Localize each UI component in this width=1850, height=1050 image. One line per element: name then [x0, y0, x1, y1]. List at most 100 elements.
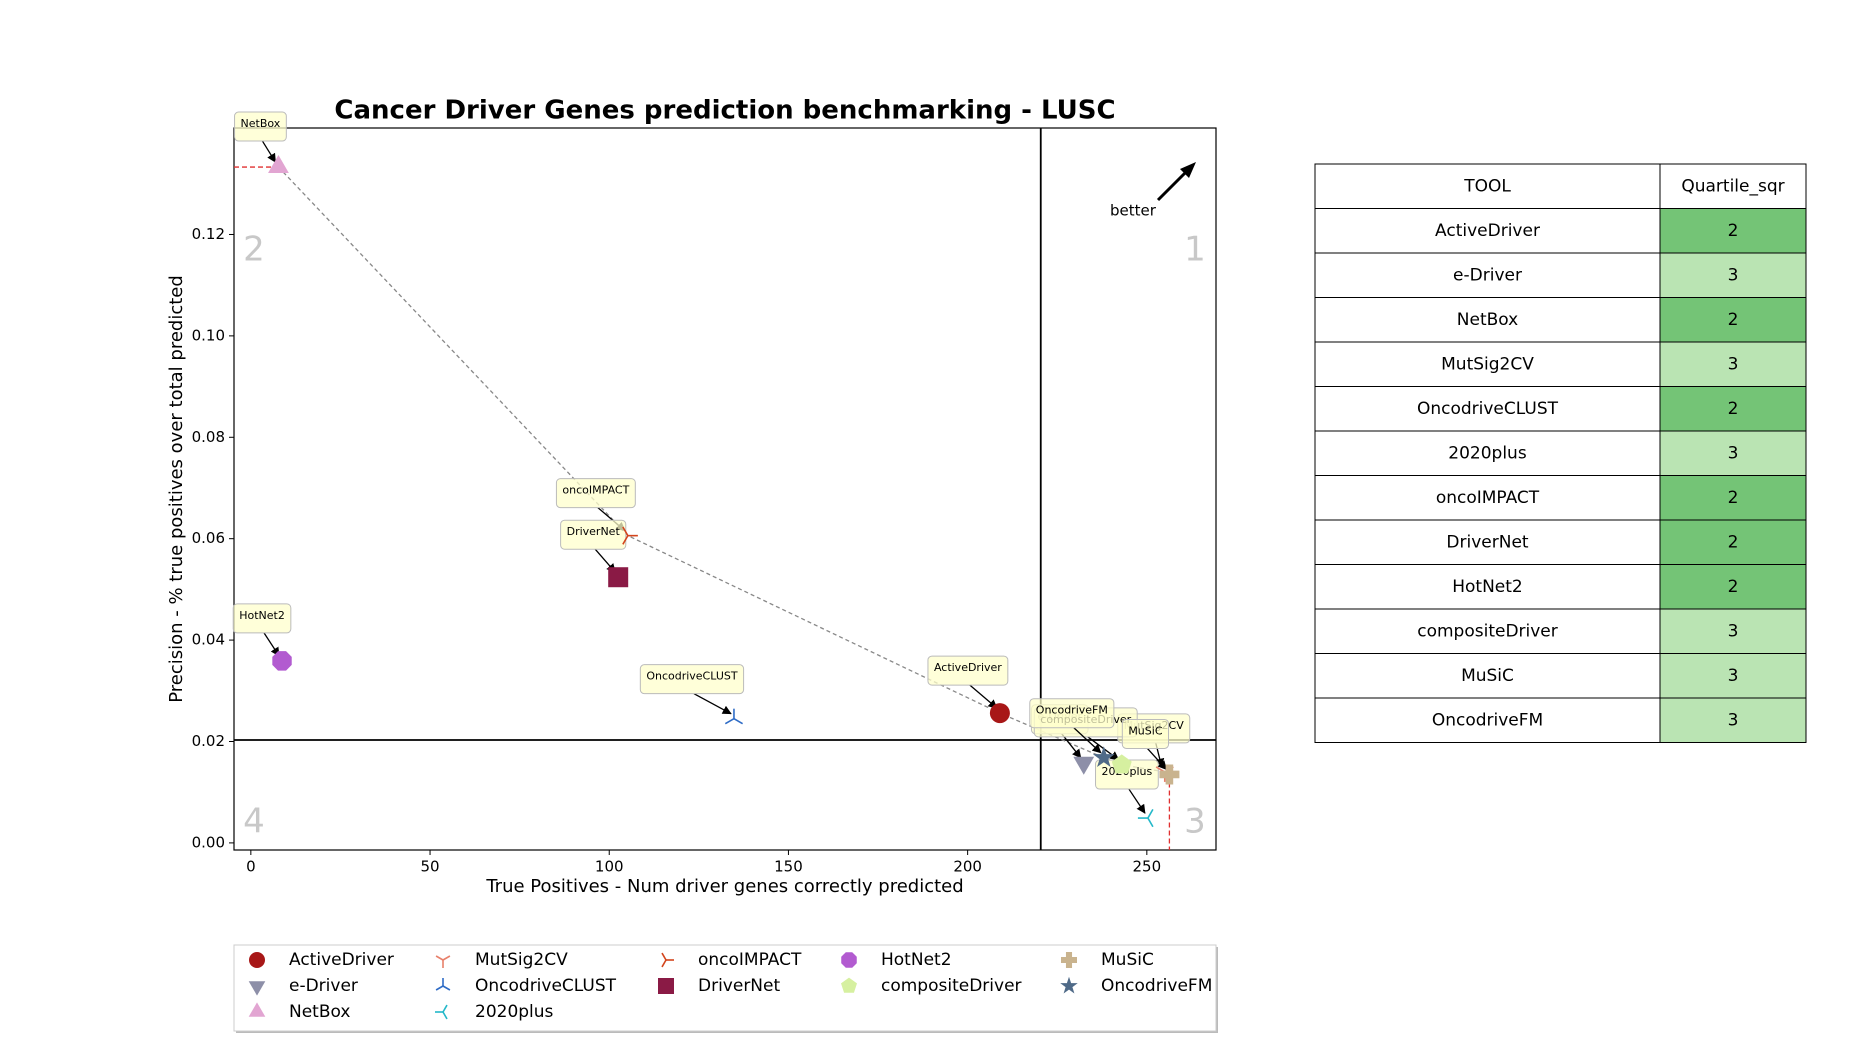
marker-stroke [661, 952, 667, 961]
table-cell-text: 3 [1728, 621, 1739, 641]
quadrant-number: 2 [243, 230, 265, 270]
marker [1073, 756, 1095, 775]
annotation-arrow [261, 140, 276, 163]
table-cell [1659, 386, 1807, 432]
table-cell [1659, 519, 1807, 565]
table-cell-text: HotNet2 [1452, 577, 1523, 597]
y-tick-label: 0.06 [192, 529, 225, 547]
annotation-arrow [1073, 727, 1102, 754]
table-cell-text: 3 [1728, 710, 1739, 730]
legend-label: oncoIMPACT [698, 950, 802, 970]
marker [435, 955, 451, 968]
marker-stroke [435, 985, 444, 991]
legend-label: HotNet2 [881, 950, 952, 970]
x-tick-label: 100 [595, 858, 624, 876]
chart-title: Cancer Driver Genes prediction benchmark… [334, 96, 1115, 126]
x-tick-label: 200 [953, 858, 982, 876]
marker [435, 978, 451, 991]
marker-stroke [442, 1011, 448, 1020]
annotation-box [232, 603, 292, 634]
table-cell-text: 2020plus [1448, 443, 1527, 463]
legend-label: MuSiC [1101, 950, 1154, 970]
marker [248, 1002, 266, 1017]
table-cell-text: oncoIMPACT [1436, 488, 1540, 508]
marker [1061, 952, 1077, 968]
marker-stroke [442, 1004, 448, 1013]
legend-label: DriverNet [698, 976, 780, 996]
x-tick-label: 0 [246, 858, 256, 876]
x-tick-label: 250 [1133, 858, 1162, 876]
table-cell-text: 3 [1728, 443, 1739, 463]
y-tick-label: 0.08 [192, 428, 225, 446]
marker [989, 703, 1010, 724]
annotation-label: OncodriveFM [1036, 704, 1108, 717]
table-cell-text: 2 [1728, 399, 1739, 419]
quadrant-number: 1 [1184, 230, 1206, 270]
better-arrow-head [1180, 162, 1196, 178]
marker [268, 155, 289, 174]
table-cell [1659, 252, 1807, 298]
y-axis-label: Precision - % true positives over total … [166, 275, 187, 703]
marker [1060, 976, 1078, 994]
marker-stroke [442, 955, 451, 961]
marker [272, 651, 292, 671]
table-cell [1314, 608, 1661, 654]
legend-label: ActiveDriver [289, 950, 394, 970]
table-cell [1314, 475, 1661, 521]
annotation-label: NetBox [241, 117, 281, 130]
annotation-box [560, 519, 627, 550]
legend-label: 2020plus [475, 1002, 554, 1022]
legend-label: MutSig2CV [475, 950, 568, 970]
annotation-label: HotNet2 [239, 609, 285, 622]
marker [658, 978, 674, 994]
annotation-box [927, 655, 1009, 686]
table-cell [1314, 697, 1661, 743]
legend-label: e-Driver [289, 976, 358, 996]
annotation-arrow [969, 684, 998, 709]
table-cell [1314, 208, 1661, 254]
marker [1137, 808, 1154, 828]
table-cell-text: NetBox [1457, 310, 1518, 330]
marker [724, 708, 744, 725]
marker-stroke [435, 955, 444, 961]
table-cell-text: ActiveDriver [1435, 221, 1540, 241]
y-tick-label: 0.04 [192, 631, 225, 649]
legend-label: OncodriveFM [1101, 976, 1212, 996]
annotation-label: ActiveDriver [934, 661, 1002, 674]
x-axis-label: True Positives - Num driver genes correc… [485, 876, 963, 897]
table-cell [1659, 341, 1807, 387]
table-cell-text: compositeDriver [1417, 621, 1558, 641]
annotation-box [234, 111, 287, 142]
marker [435, 1004, 448, 1020]
y-tick-label: 0.00 [192, 833, 225, 851]
annotation-box [1029, 698, 1115, 729]
marker [249, 952, 265, 968]
marker-stroke [1147, 817, 1154, 828]
table-cell [1659, 208, 1807, 254]
table-cell [1314, 564, 1661, 610]
annotation-label: MuSiC [1128, 724, 1163, 737]
marker-stroke [724, 717, 735, 725]
table-cell-text: 2 [1728, 577, 1739, 597]
table-header-text: Quartile_sqr [1681, 176, 1784, 196]
table-cell [1659, 697, 1807, 743]
marker [1092, 746, 1115, 768]
legend-label: OncodriveCLUST [475, 976, 617, 996]
marker [841, 952, 857, 968]
marker [622, 526, 638, 545]
table-cell [1314, 341, 1661, 387]
table-header-text: TOOL [1463, 176, 1511, 196]
annotation-box [639, 664, 745, 695]
marker-stroke [1147, 808, 1154, 819]
table-cell [1314, 297, 1661, 343]
marker [608, 567, 629, 588]
table-cell-text: 3 [1728, 265, 1739, 285]
table-cell-text: MuSiC [1461, 666, 1514, 686]
marker [661, 952, 674, 968]
table-cell-text: OncodriveFM [1432, 710, 1543, 730]
table-cell-text: 2 [1728, 221, 1739, 241]
y-tick-label: 0.10 [192, 326, 225, 344]
quadrant-number: 3 [1184, 802, 1206, 842]
table-cell-text: 2 [1728, 532, 1739, 552]
marker [1159, 764, 1180, 785]
